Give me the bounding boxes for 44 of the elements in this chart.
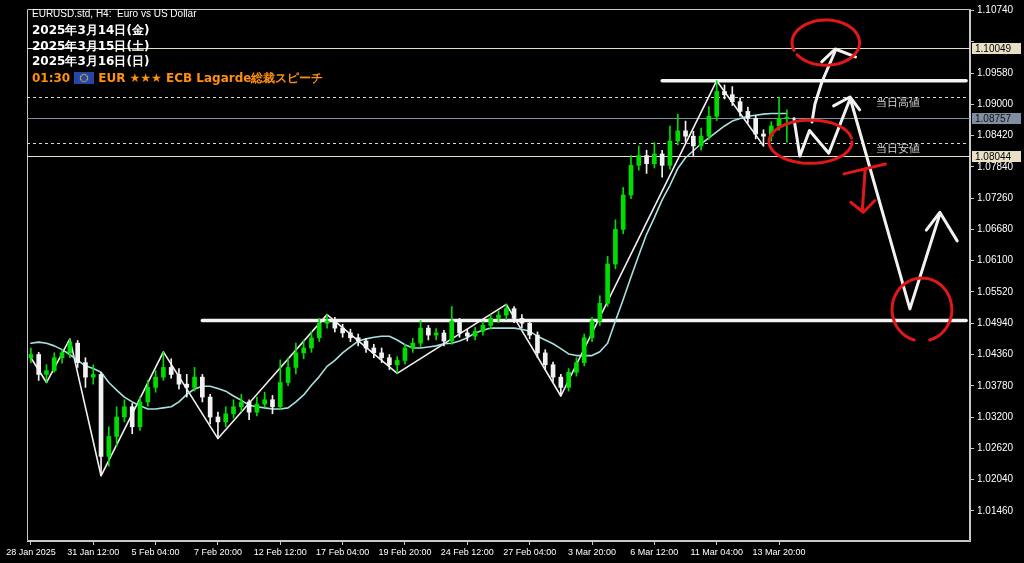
x-tick-label: 31 Jan 12:00 (67, 546, 120, 557)
y-tick-label: 1.02620 (977, 442, 1014, 454)
y-tick-label: 1.07840 (977, 160, 1014, 172)
annotation: EUR ★★★ ECB Lagarde総裁スピーチ (98, 69, 324, 86)
ref-line-label: 1.08757 (975, 112, 1012, 124)
x-tick-label: 6 Mar 12:00 (630, 546, 679, 557)
y-tick-label: 1.04360 (977, 348, 1014, 360)
candlestick (784, 109, 790, 143)
y-tick-label: 1.08420 (977, 129, 1014, 141)
y-tick-label: 1.02040 (977, 473, 1014, 485)
y-tick-label: 1.03780 (977, 379, 1014, 391)
x-tick-label: 12 Feb 12:00 (253, 546, 307, 557)
candlestick (324, 314, 330, 329)
y-tick-label: 1.03200 (977, 410, 1014, 422)
x-tick-label: 5 Feb 04:00 (131, 546, 180, 557)
x-tick-label: 11 Mar 04:00 (690, 546, 743, 557)
x-tick-label: 17 Feb 04:00 (316, 546, 370, 557)
x-tick-label: 28 Jan 2025 (6, 546, 56, 557)
y-tick-label: 1.10740 (977, 4, 1014, 16)
ref-line-label: 当日高値 (876, 96, 920, 110)
x-tick-label: 27 Feb 04:00 (503, 546, 557, 557)
x-tick-label: 19 Feb 20:00 (378, 546, 432, 557)
ref-line-label: 1.10049 (975, 42, 1012, 54)
candlestick (90, 364, 96, 385)
ref-line-label: 1.08044 (975, 150, 1012, 162)
chart-title: EURUSD.std, H4: Euro vs US Dollar (32, 7, 198, 21)
y-tick-label: 1.06680 (977, 223, 1014, 235)
x-tick-label: 3 Mar 20:00 (568, 546, 617, 557)
y-tick-label: 1.06100 (977, 254, 1014, 266)
candlestick (394, 356, 400, 374)
x-tick-label: 13 Mar 20:00 (752, 546, 806, 557)
annotation: 2025年3月14日(金) (32, 23, 151, 39)
y-tick-label: 1.07260 (977, 191, 1014, 203)
annotation: 2025年3月16日(日) (32, 54, 151, 70)
y-tick-label: 1.05520 (977, 285, 1014, 297)
y-tick-label: 1.04940 (977, 316, 1014, 328)
candlestick (184, 374, 190, 398)
y-tick-label: 1.09580 (977, 66, 1014, 78)
annotation: 01:30 (32, 69, 71, 86)
y-tick-label: 1.09000 (977, 98, 1014, 110)
ref-line-label: 当日安値 (876, 142, 920, 156)
x-tick-label: 7 Feb 20:00 (193, 546, 242, 557)
x-tick-label: 24 Feb 12:00 (440, 546, 494, 557)
y-tick-label: 1.01460 (977, 504, 1014, 516)
